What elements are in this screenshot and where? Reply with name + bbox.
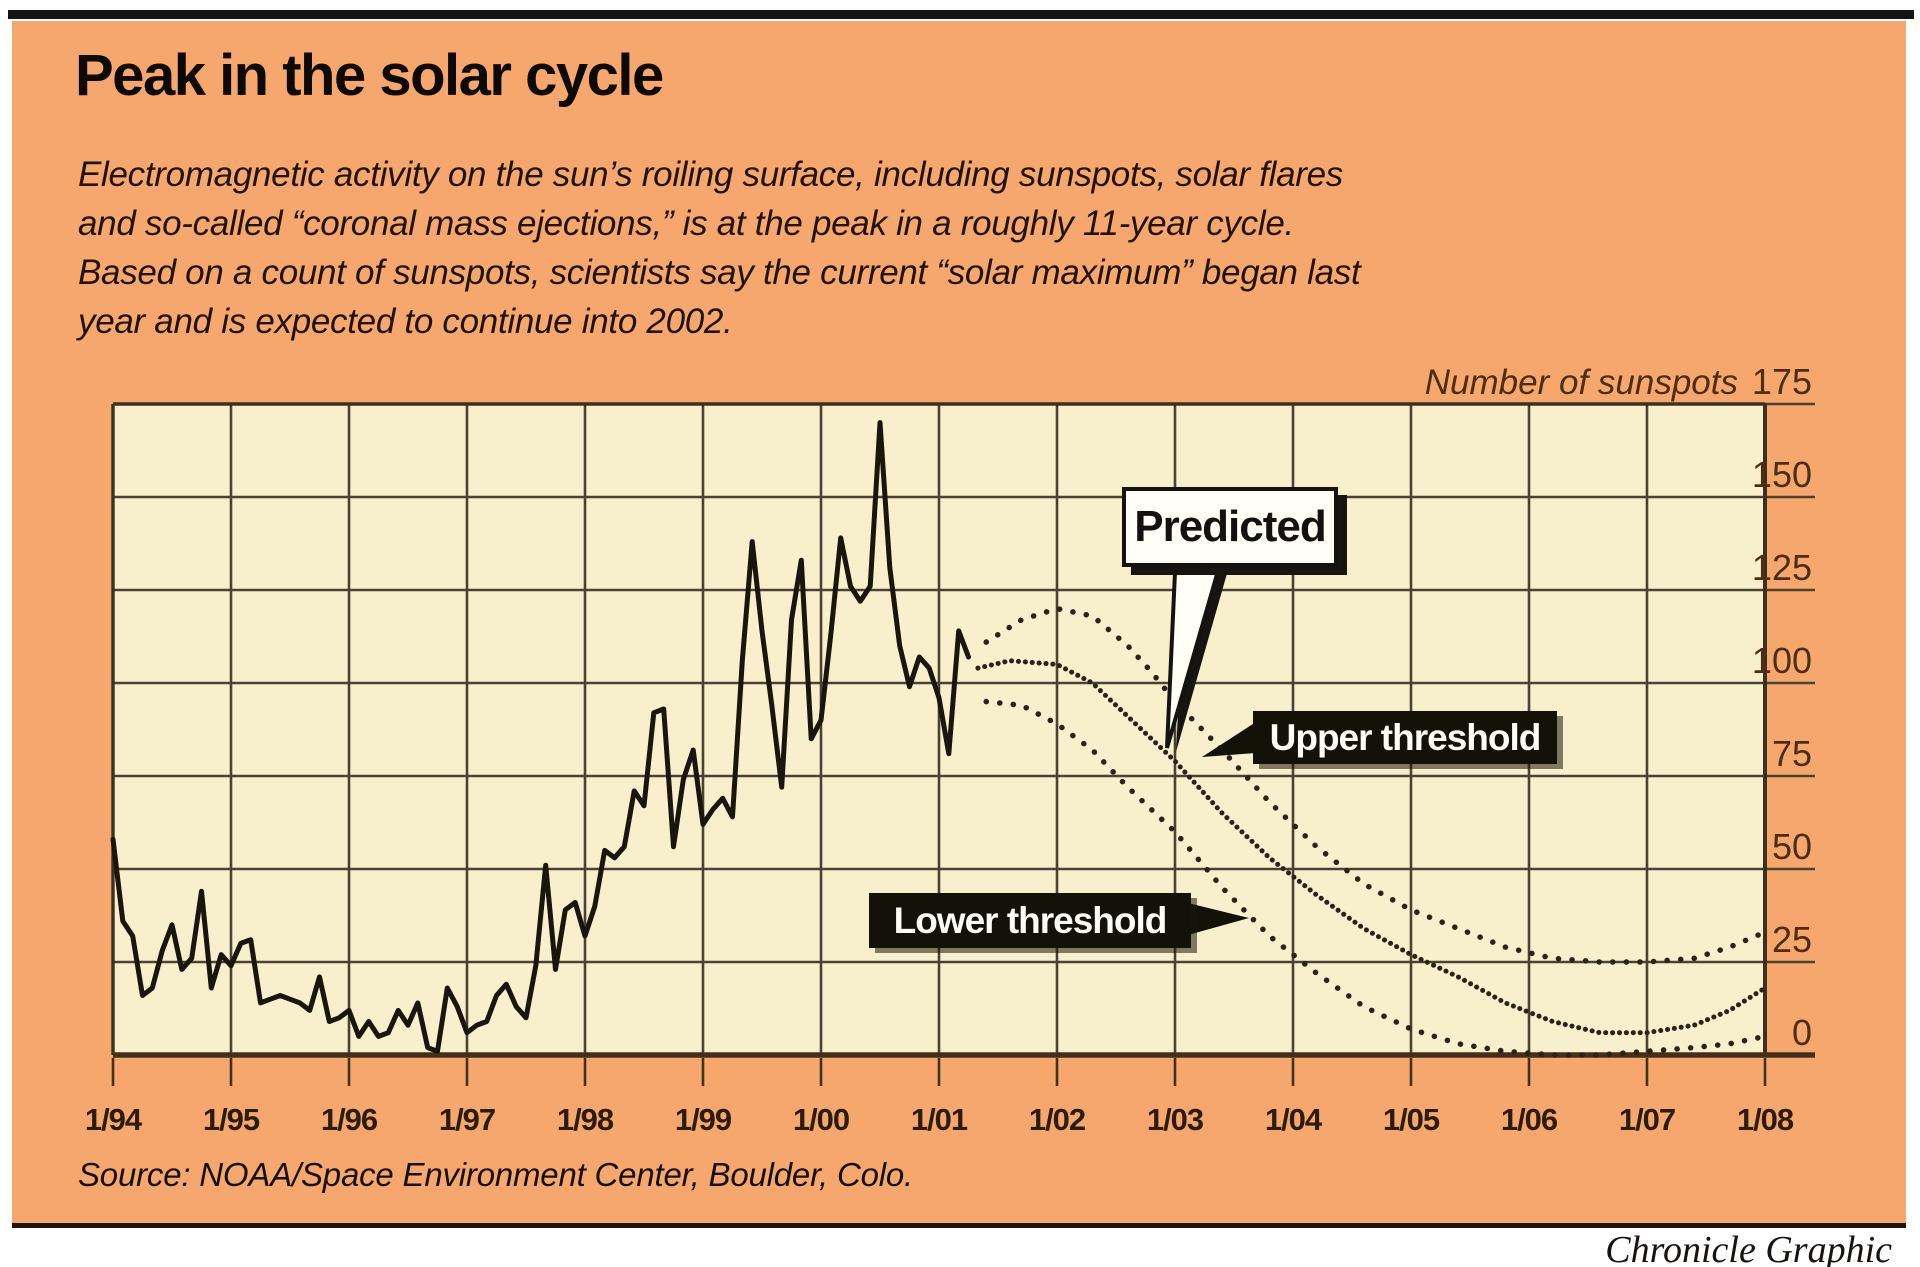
x-axis-label: 1/02 [1029, 1102, 1085, 1137]
upper-threshold-dotted-line [983, 605, 1768, 965]
y-axis-label: 50 [1772, 826, 1812, 867]
x-axis-label: 1/00 [793, 1102, 849, 1137]
y-axis-label: 75 [1772, 733, 1812, 774]
source-attribution: Source: NOAA/Space Environment Center, B… [78, 1156, 914, 1193]
credit-line: Chronicle Graphic [1605, 1229, 1892, 1267]
x-axis-label: 1/04 [1265, 1102, 1323, 1137]
upper-threshold-arrow [1202, 722, 1256, 757]
y-axis-title: Number of sunspots [1425, 363, 1738, 402]
upper-threshold-callout: Upper threshold [1253, 711, 1557, 764]
x-axis-label: 1/99 [675, 1102, 732, 1137]
y-axis-label: 175 [1752, 361, 1812, 402]
lower-threshold-callout: Lower threshold [869, 893, 1191, 948]
x-axis-label: 1/06 [1501, 1102, 1558, 1137]
upper-threshold-label: Upper threshold [1269, 716, 1542, 758]
predicted-dotted-line [975, 658, 1768, 1036]
top-rule-bar [8, 10, 1914, 19]
x-axis-label: 1/07 [1619, 1102, 1675, 1137]
x-axis-label: 1/08 [1737, 1102, 1794, 1137]
x-axis-label: 1/97 [439, 1102, 495, 1137]
x-axis-label: 1/95 [203, 1102, 260, 1137]
chart-description: Electromagnetic activity on the sun’s ro… [78, 155, 1361, 341]
y-axis-label: 0 [1792, 1012, 1812, 1053]
predicted-callout-label: Predicted [1134, 502, 1327, 551]
x-axis-label: 1/96 [321, 1102, 378, 1137]
lower-threshold-label: Lower threshold [893, 899, 1168, 941]
y-axis-label: 150 [1752, 454, 1812, 495]
x-axis-label: 1/01 [911, 1102, 968, 1137]
x-axis-label: 1/05 [1383, 1102, 1440, 1137]
x-axis-label: 1/03 [1147, 1102, 1204, 1137]
y-axis-label: 100 [1752, 640, 1812, 681]
observed-sunspot-line [110, 420, 971, 1054]
predicted-callout: Predicted [1122, 487, 1338, 567]
page-title: Peak in the solar cycle [75, 43, 664, 108]
lower-threshold-arrow [1188, 903, 1249, 935]
x-axis-label: 1/94 [85, 1102, 143, 1137]
y-axis-label: 25 [1772, 919, 1812, 960]
y-axis-label: 125 [1752, 547, 1812, 588]
x-axis-label: 1/98 [557, 1102, 614, 1137]
